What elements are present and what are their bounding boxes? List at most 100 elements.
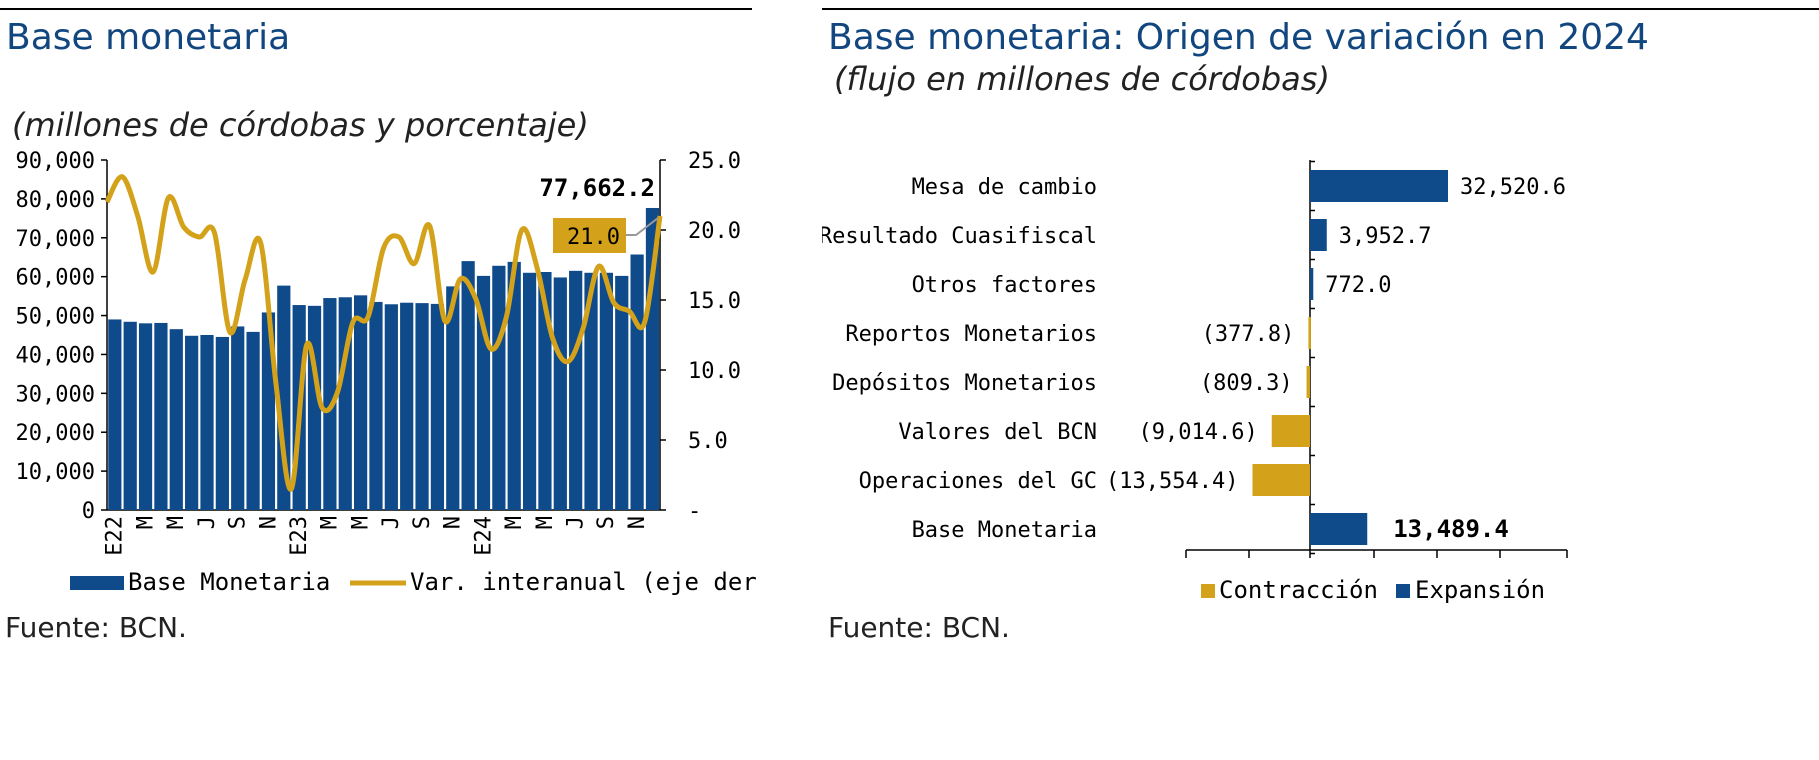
legend-bar-swatch	[70, 576, 124, 590]
origen-bar	[1308, 317, 1311, 349]
left-y-tick-label: 70,000	[16, 227, 95, 252]
origen-bar	[1310, 513, 1368, 545]
base-monetaria-bar	[138, 323, 153, 510]
base-monetaria-bar	[307, 305, 322, 510]
right-chart-title: Base monetaria: Origen de variación en 2…	[828, 17, 1649, 58]
category-label: Mesa de cambio	[912, 175, 1097, 200]
base-monetaria-bar	[615, 275, 629, 510]
base-monetaria-bar	[630, 254, 644, 510]
base-monetaria-bar	[246, 331, 260, 510]
last-bar-value-label: 77,662.2	[539, 174, 655, 202]
base-monetaria-bar	[553, 277, 567, 510]
left-chart-subtitle: (millones de córdobas y porcentaje)	[12, 106, 589, 144]
left-panel-top-rule	[0, 8, 752, 10]
category-label: Depósitos Monetarios	[832, 371, 1097, 396]
last-line-leader	[626, 217, 659, 236]
origen-bar	[1310, 268, 1314, 300]
var-interanual-line	[104, 174, 663, 492]
legend-expansion-label: Expansión	[1415, 576, 1545, 604]
base-monetaria-bar	[200, 335, 214, 510]
base-monetaria-bar	[169, 329, 183, 510]
left-chart-title: Base monetaria	[6, 17, 291, 58]
bar-value-label: 772.0	[1325, 273, 1391, 298]
base-monetaria-bar	[185, 335, 199, 510]
base-monetaria-bar	[599, 272, 613, 510]
x-tick-label: M	[533, 516, 558, 529]
x-tick-label: S	[410, 516, 435, 529]
left-source: Fuente: BCN.	[5, 611, 187, 644]
x-tick-label: E24	[471, 516, 496, 556]
right-source: Fuente: BCN.	[828, 611, 1010, 644]
base-monetaria-bar	[369, 301, 383, 510]
bar-value-label: 13,489.4	[1393, 515, 1509, 543]
origen-bar	[1306, 366, 1310, 398]
bar-value-label: 3,952.7	[1339, 224, 1432, 249]
origen-bar	[1271, 415, 1310, 447]
legend-bar-label: Base Monetaria	[128, 568, 330, 596]
base-monetaria-bar	[215, 336, 229, 510]
origen-bar	[1310, 219, 1327, 251]
base-monetaria-bar	[569, 270, 583, 510]
base-monetaria-chart: 0 10,000 20,000 30,000 40,000 50,000 60,000 70,…	[16, 149, 760, 596]
x-tick-label: J	[379, 516, 404, 529]
legend-line-label: Var. interanual (eje der.)	[410, 568, 760, 596]
right-panel-top-rule	[822, 8, 1819, 10]
right-y-tick-label: 5.0	[688, 429, 728, 454]
left-y-tick-label: 30,000	[16, 382, 95, 407]
right-y-tick-label: 10.0	[688, 359, 741, 384]
x-tick-label: M	[164, 516, 189, 529]
bar-value-label: (377.8)	[1202, 322, 1295, 347]
base-monetaria-bar	[277, 285, 291, 510]
last-line-value-label: 21.0	[567, 225, 620, 250]
legend-contraccion-label: Contracción	[1219, 576, 1378, 604]
category-label: Base Monetaria	[912, 518, 1097, 543]
x-tick-label: N	[256, 516, 281, 529]
x-tick-label: J	[564, 516, 589, 529]
base-monetaria-bar	[384, 304, 398, 510]
x-tick-label: N	[625, 516, 650, 529]
category-label: Operaciones del GC	[859, 469, 1097, 494]
base-monetaria-bar	[584, 272, 598, 510]
base-monetaria-bar	[446, 286, 460, 510]
origen-variacion-chart: Mesa de cambio 32,520.6 Resultado Cuasifis…	[822, 160, 1568, 604]
legend-contraccion-swatch	[1201, 584, 1215, 598]
bar-value-label: 32,520.6	[1460, 175, 1566, 200]
category-label: Resultado Cuasifiscal	[822, 224, 1097, 249]
base-monetaria-bar	[400, 302, 414, 510]
legend-expansion-swatch	[1396, 584, 1410, 598]
left-y-tick-label: 20,000	[16, 421, 95, 446]
left-y-tick-label: 90,000	[16, 149, 95, 174]
base-monetaria-bar	[231, 326, 245, 510]
origen-bar	[1310, 170, 1448, 202]
category-label: Valores del BCN	[898, 420, 1097, 445]
x-tick-label: M	[502, 516, 527, 529]
base-monetaria-bar	[354, 295, 368, 510]
bar-value-label: (809.3)	[1200, 371, 1293, 396]
left-y-tick-label: 80,000	[16, 188, 95, 213]
base-monetaria-bar	[108, 319, 122, 510]
base-monetaria-bar	[123, 321, 137, 510]
x-tick-label: J	[195, 516, 220, 529]
right-y-tick-label: 15.0	[688, 289, 741, 314]
x-tick-label: E22	[103, 516, 128, 556]
x-tick-label: E23	[287, 516, 312, 556]
bar-value-label: (9,014.6)	[1139, 420, 1258, 445]
left-y-tick-label: 40,000	[16, 343, 95, 368]
right-y-tick-label: -	[688, 499, 701, 524]
x-tick-label: M	[348, 516, 373, 529]
category-label: Otros factores	[912, 273, 1097, 298]
right-chart-subtitle: (flujo en millones de córdobas)	[834, 60, 1330, 98]
x-tick-label: S	[594, 516, 619, 529]
base-monetaria-bar	[507, 261, 521, 510]
x-tick-label: N	[441, 516, 466, 529]
right-y-tick-label: 20.0	[688, 219, 741, 244]
base-monetaria-bar	[415, 303, 429, 510]
x-tick-label: M	[133, 516, 158, 529]
base-monetaria-bar	[154, 322, 168, 510]
x-tick-label: S	[226, 516, 251, 529]
right-y-tick-label: 25.0	[688, 149, 741, 174]
left-y-tick-label: 10,000	[16, 460, 95, 485]
left-y-tick-label: 50,000	[16, 305, 95, 330]
bar-value-label: (13,554.4)	[1106, 469, 1238, 494]
left-y-tick-label: 0	[82, 499, 95, 524]
